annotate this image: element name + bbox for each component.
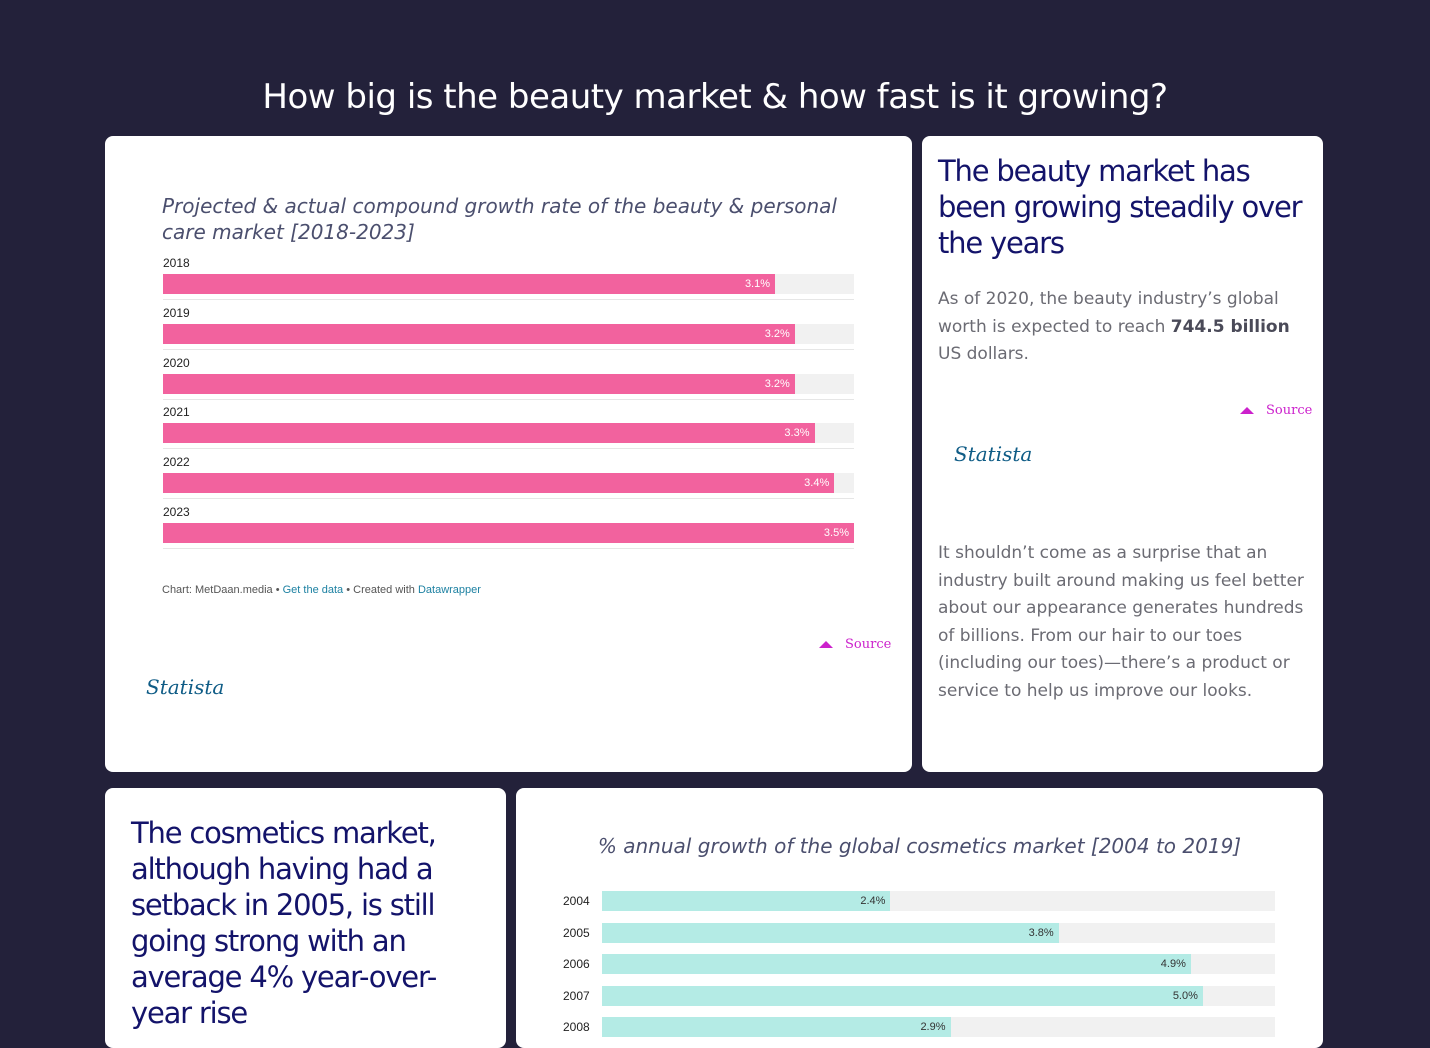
row-separator — [163, 398, 854, 400]
bar[interactable]: 3.2% — [163, 323, 795, 344]
bar-value-label: 3.5% — [823, 527, 849, 539]
bar-track: 2.4% — [602, 891, 1275, 911]
bar-category-label: 2006 — [563, 957, 590, 971]
row-separator — [163, 448, 854, 450]
bar-track: 4.9% — [602, 954, 1275, 974]
cagr-chart-card: Projected & actual compound growth rate … — [105, 136, 912, 772]
page-title: How big is the beauty market & how fast … — [262, 76, 1168, 117]
bar[interactable]: 4.9% — [602, 954, 1191, 974]
bar-category-label: 2008 — [563, 1020, 590, 1034]
bar-track: 2.9% — [602, 1017, 1275, 1037]
bar-value-label: 2.4% — [860, 895, 886, 907]
bar-track: 3.2% — [163, 373, 854, 394]
caret-up-icon — [1240, 407, 1254, 414]
caret-up-icon — [819, 641, 833, 648]
market-size-card: The beauty market has been growing stead… — [922, 136, 1323, 772]
cosmetics-headline-card: The cosmetics market, although having ha… — [105, 788, 506, 1048]
row-separator — [163, 548, 854, 549]
bar-category-label: 2005 — [563, 925, 590, 940]
source-label: Source — [845, 637, 892, 652]
bar-category-label: 2019 — [163, 305, 190, 320]
bar-track: 3.1% — [163, 274, 854, 294]
bar-track: 5.0% — [602, 985, 1275, 1006]
bar-value-label: 2.9% — [920, 1021, 946, 1033]
row-separator — [163, 498, 854, 500]
chart-title: % annual growth of the global cosmetics … — [597, 834, 1242, 858]
bar-category-label: 2023 — [163, 505, 190, 519]
bar[interactable]: 2.4% — [602, 891, 891, 911]
bar[interactable]: 3.5% — [163, 523, 854, 543]
paragraph-text: As of 2020, the beauty industry’s global… — [938, 289, 1279, 337]
bar-value-label: 3.3% — [784, 427, 810, 440]
bar-value-label: 3.8% — [1028, 926, 1054, 939]
bar-track: 3.3% — [163, 423, 854, 444]
bar-value-label: 3.2% — [764, 377, 790, 390]
statista-logo[interactable]: Statista — [954, 442, 1033, 466]
row-separator — [163, 348, 854, 350]
bar-value-label: 3.4% — [804, 477, 830, 490]
bar-value-label: 4.9% — [1160, 958, 1186, 970]
bar[interactable]: 2.9% — [602, 1017, 951, 1037]
bar[interactable]: 3.4% — [163, 473, 835, 494]
bar[interactable]: 3.8% — [602, 922, 1059, 943]
industry-paragraph: It shouldn’t come as a surprise that an … — [938, 543, 1304, 701]
statista-logo[interactable]: Statista — [146, 675, 225, 699]
bar-track: 3.4% — [163, 473, 854, 494]
bar-value-label: 3.1% — [744, 278, 771, 290]
created-with-text: • Created with — [343, 584, 418, 596]
bar-value-label: 3.2% — [764, 327, 790, 340]
market-size-paragraph: As of 2020, the beauty industry’s global… — [938, 286, 1308, 369]
bar[interactable]: 5.0% — [602, 985, 1203, 1006]
bar-category-label: 2020 — [163, 355, 190, 370]
bar[interactable]: 3.2% — [163, 373, 795, 394]
bar[interactable]: 3.3% — [163, 423, 815, 444]
chart-credit: Chart: MetDaan.media • — [162, 584, 283, 596]
chart-footer: Chart: MetDaan.media • Get the data • Cr… — [162, 584, 481, 596]
get-the-data-link[interactable]: Get the data — [282, 584, 344, 596]
bar-category-label: 2018 — [163, 256, 190, 270]
card-headline: The cosmetics market, although having ha… — [131, 816, 437, 1030]
bar-category-label: 2021 — [163, 405, 190, 420]
paragraph-text-end: US dollars. — [938, 344, 1029, 364]
bar[interactable]: 3.1% — [163, 274, 776, 294]
market-value: 744.5 billion — [1170, 316, 1290, 337]
bar-track: 3.5% — [163, 523, 854, 543]
bar-track: 3.2% — [163, 323, 854, 344]
datawrapper-link[interactable]: Datawrapper — [417, 584, 481, 596]
bar-value-label: 5.0% — [1172, 989, 1198, 1002]
source-toggle[interactable]: Source — [1240, 403, 1312, 418]
card-headline: The beauty market has been growing stead… — [938, 154, 1303, 260]
bar-category-label: 2004 — [563, 894, 590, 908]
source-label: Source — [1266, 403, 1313, 418]
bar-category-label: 2022 — [163, 455, 190, 470]
bar-track: 3.8% — [602, 922, 1275, 943]
chart-title: Projected & actual compound growth rate … — [162, 194, 837, 244]
bar-category-label: 2007 — [563, 988, 590, 1003]
row-separator — [163, 299, 854, 300]
cosmetics-growth-card: % annual growth of the global cosmetics … — [516, 788, 1323, 1048]
source-toggle[interactable]: Source — [819, 637, 891, 652]
